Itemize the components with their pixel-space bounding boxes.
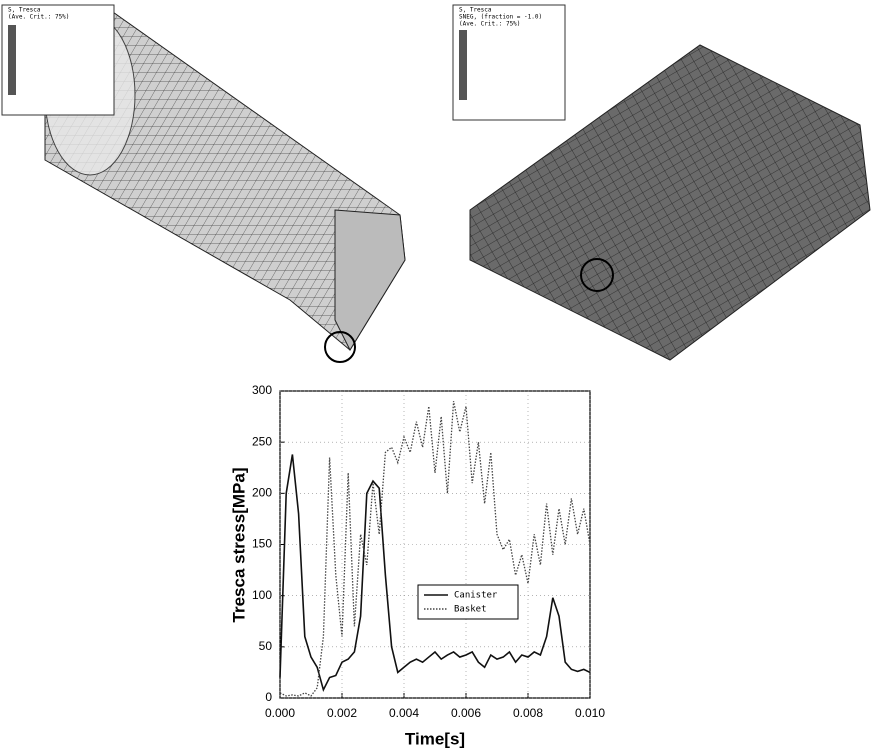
legend-label: Basket (454, 605, 487, 615)
y-tick-label: 150 (252, 537, 272, 551)
y-tick-label: 200 (252, 486, 272, 500)
x-tick-label: 0.004 (389, 706, 419, 720)
basket-model: S, Tresca SNEG, (fraction = -1.0) (Ave. … (452, 4, 871, 361)
series-line (279, 454, 591, 693)
legend-text: S, Tresca (459, 7, 492, 14)
y-tick-label: 300 (252, 383, 272, 397)
legend-text: (Ave. Crit.: 75%) (459, 21, 520, 28)
x-axis-title: Time[s] (405, 729, 465, 748)
x-tick-label: 0.006 (451, 706, 481, 720)
x-tick-label: 0.000 (265, 706, 295, 720)
x-tick-label: 0.008 (513, 706, 543, 720)
y-axis-title: Tresca stress[MPa] (229, 468, 248, 623)
x-tick-label: 0.010 (575, 706, 605, 720)
legend-text: (Ave. Crit.: 75%) (8, 14, 69, 21)
legend-box (417, 584, 519, 620)
legend-text: S, Tresca (8, 7, 41, 14)
legend-text: SNEG, (fraction = -1.0) (459, 14, 542, 21)
canister-model: S, Tresca (Ave. Crit.: 75%) (1, 4, 406, 363)
chart: Time[s] Tresca stress[MPa] (229, 468, 465, 749)
x-tick-label: 0.002 (327, 706, 357, 720)
y-tick-label: 0 (265, 690, 272, 704)
y-tick-label: 250 (252, 434, 272, 448)
series-line (279, 401, 591, 697)
y-tick-label: 100 (252, 588, 272, 602)
y-tick-label: 50 (259, 639, 273, 653)
legend-label: Canister (454, 591, 498, 601)
